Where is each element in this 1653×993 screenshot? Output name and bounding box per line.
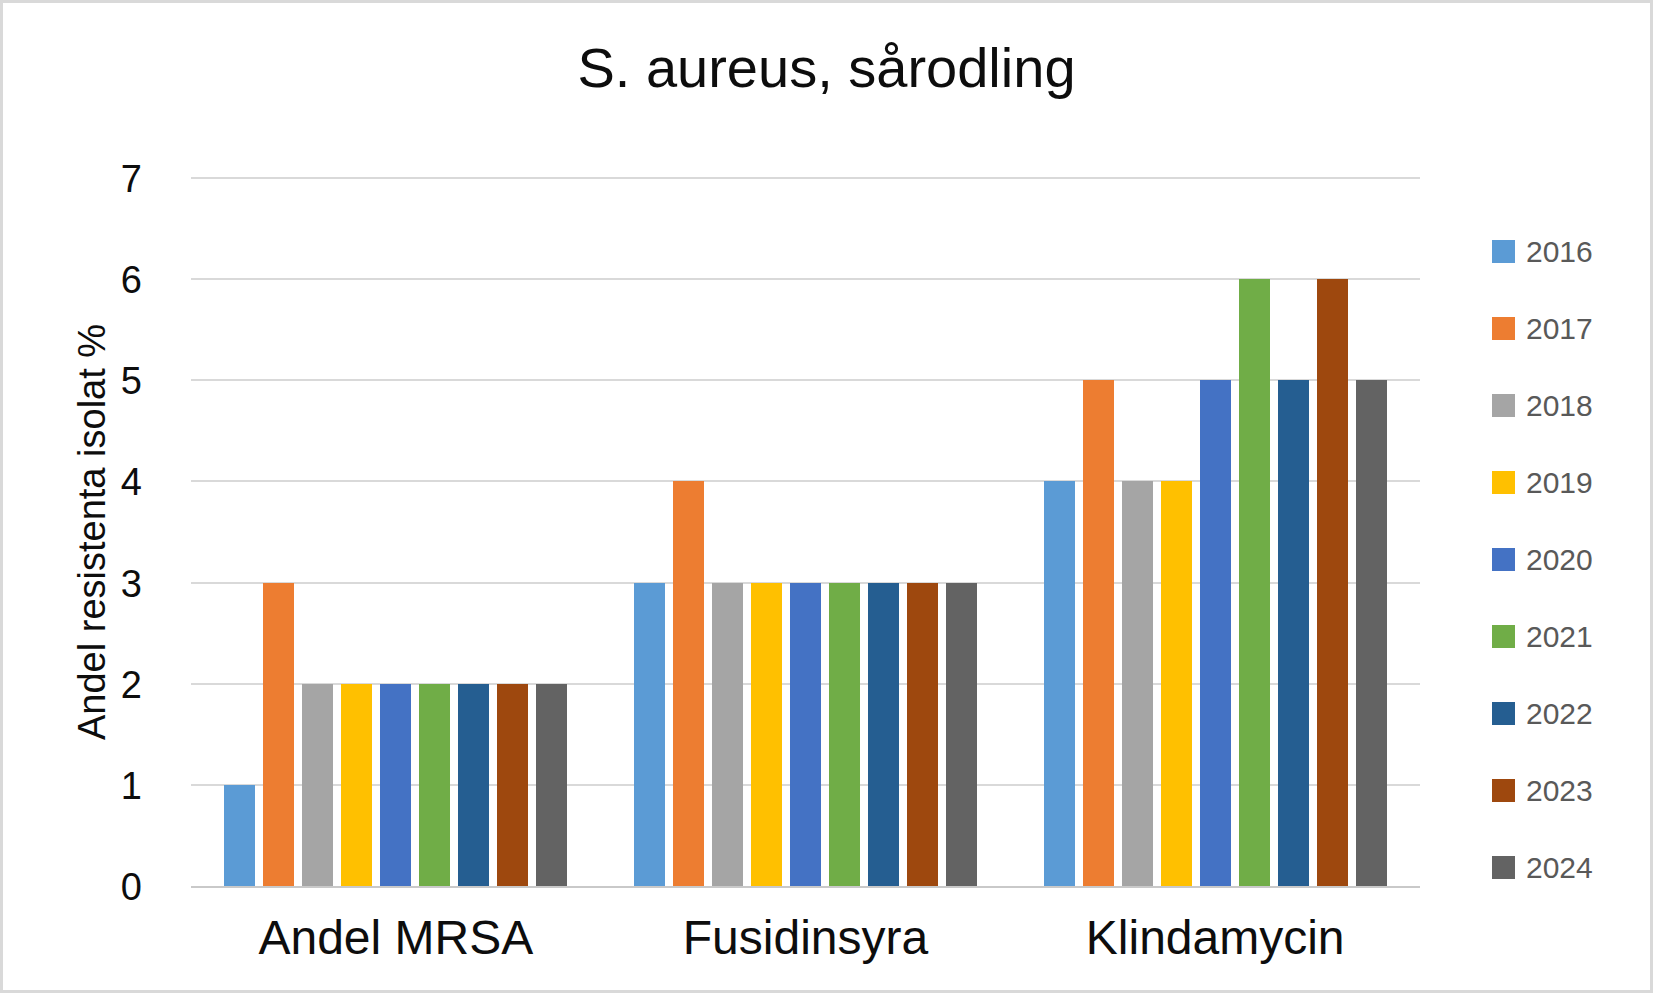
legend-label: 2024 <box>1526 853 1593 883</box>
legend-label: 2023 <box>1526 776 1593 806</box>
legend-item: 2016 <box>1492 213 1593 290</box>
bar <box>1239 279 1270 886</box>
y-tick-label: 0 <box>121 868 142 906</box>
x-axis-label: Andel MRSA <box>191 909 601 967</box>
legend-swatch <box>1492 240 1515 263</box>
x-axis-label: Klindamycin <box>1010 909 1420 967</box>
y-tick-label: 2 <box>121 665 142 703</box>
legend-swatch <box>1492 471 1515 494</box>
bar-groups <box>191 178 1420 886</box>
bar <box>829 583 860 886</box>
chart-title: S. aureus, sårodling <box>3 33 1650 103</box>
y-axis-tick-labels: 01234567 <box>3 178 156 886</box>
bar-group-2 <box>601 178 1011 886</box>
bar <box>1044 481 1075 886</box>
legend-label: 2022 <box>1526 699 1593 729</box>
legend-item: 2024 <box>1492 829 1593 906</box>
legend-item: 2022 <box>1492 675 1593 752</box>
x-axis-labels: Andel MRSAFusidinsyraKlindamycin <box>191 909 1420 967</box>
legend-item: 2018 <box>1492 367 1593 444</box>
bar <box>224 785 255 886</box>
legend-item: 2023 <box>1492 752 1593 829</box>
bar <box>1200 380 1231 886</box>
bar <box>790 583 821 886</box>
y-tick-label: 7 <box>121 160 142 198</box>
bar <box>868 583 899 886</box>
chart-canvas: S. aureus, sårodling Andel resistenta is… <box>0 0 1653 993</box>
bar <box>380 684 411 886</box>
legend-label: 2020 <box>1526 545 1593 575</box>
bar <box>907 583 938 886</box>
legend-item: 2017 <box>1492 290 1593 367</box>
bar <box>536 684 567 886</box>
bar <box>712 583 743 886</box>
bar <box>302 684 333 886</box>
bar <box>263 583 294 886</box>
legend-item: 2021 <box>1492 598 1593 675</box>
bar <box>946 583 977 886</box>
bar <box>419 684 450 886</box>
legend-swatch <box>1492 856 1515 879</box>
legend-swatch <box>1492 779 1515 802</box>
legend-label: 2019 <box>1526 468 1593 498</box>
bar <box>1122 481 1153 886</box>
y-tick-label: 5 <box>121 362 142 400</box>
legend-item: 2019 <box>1492 444 1593 521</box>
bar <box>341 684 372 886</box>
legend-label: 2016 <box>1526 237 1593 267</box>
y-tick-label: 6 <box>121 261 142 299</box>
legend-swatch <box>1492 394 1515 417</box>
x-axis-label: Fusidinsyra <box>601 909 1011 967</box>
bar <box>497 684 528 886</box>
bar-group-3 <box>1010 178 1420 886</box>
legend: 2016 2017 2018 2019 2020 2021 2022 2023 2024 <box>1492 213 1593 906</box>
legend-label: 2017 <box>1526 314 1593 344</box>
legend-swatch <box>1492 625 1515 648</box>
bar <box>673 481 704 886</box>
bar <box>634 583 665 886</box>
y-tick-label: 1 <box>121 767 142 805</box>
bar <box>1278 380 1309 886</box>
y-tick-label: 3 <box>121 564 142 602</box>
bar <box>458 684 489 886</box>
legend-swatch <box>1492 548 1515 571</box>
bar-group-1 <box>191 178 601 886</box>
legend-swatch <box>1492 702 1515 725</box>
legend-label: 2021 <box>1526 622 1593 652</box>
legend-item: 2020 <box>1492 521 1593 598</box>
bar <box>1161 481 1192 886</box>
legend-label: 2018 <box>1526 391 1593 421</box>
legend-swatch <box>1492 317 1515 340</box>
plot-area <box>191 178 1420 888</box>
bar <box>1356 380 1387 886</box>
y-tick-label: 4 <box>121 463 142 501</box>
bar <box>751 583 782 886</box>
bar <box>1317 279 1348 886</box>
bar <box>1083 380 1114 886</box>
